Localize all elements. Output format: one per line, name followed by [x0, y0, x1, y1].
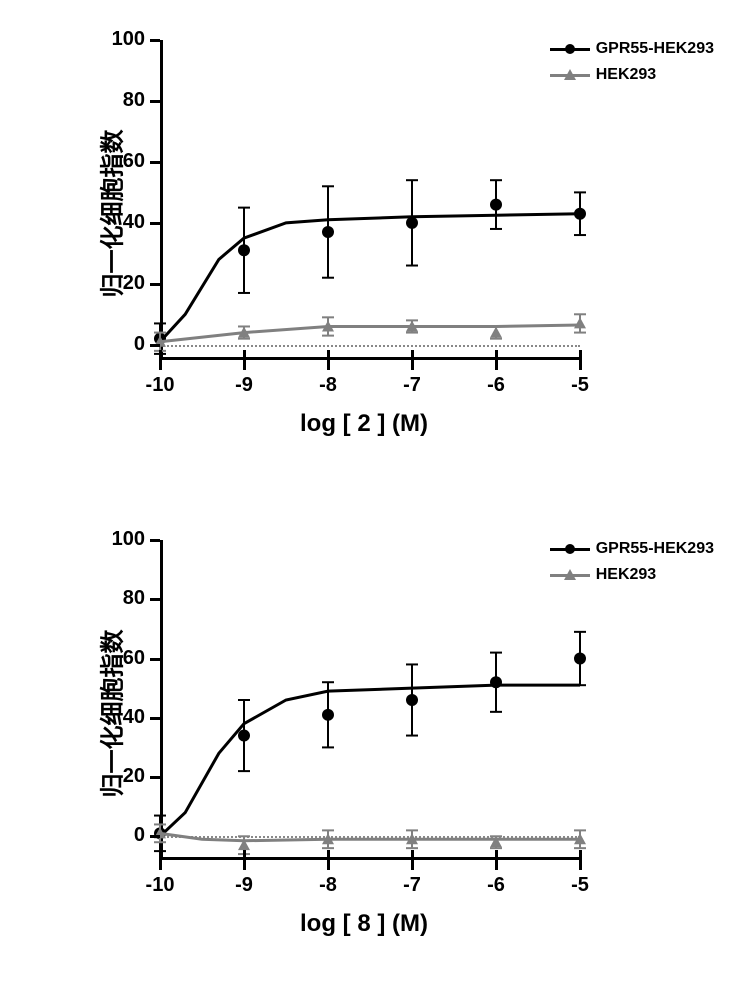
x-tick-up	[243, 350, 246, 360]
legend-label-2-bottom: HEK293	[596, 566, 656, 584]
x-tick-up	[159, 850, 162, 860]
legend-label-1-bottom: GPR55-HEK293	[596, 540, 714, 558]
x-tick-label: -9	[224, 374, 264, 397]
y-tick	[150, 39, 160, 42]
y-tick	[150, 100, 160, 103]
x-tick-up	[495, 850, 498, 860]
x-tick-label: -9	[224, 874, 264, 897]
y-tick	[150, 539, 160, 542]
page: 020406080100-10-9-8-7-6-5 归一化细胞指数 log [ …	[0, 0, 744, 1000]
x-tick-label: -5	[560, 374, 600, 397]
x-tick-up	[579, 350, 582, 360]
y-tick	[150, 283, 160, 286]
x-tick-label: -5	[560, 874, 600, 897]
y-tick	[150, 598, 160, 601]
y-tick	[150, 658, 160, 661]
y-tick	[150, 835, 160, 838]
x-tick	[579, 860, 582, 870]
y-tick-label: 100	[105, 28, 145, 51]
x-tick	[327, 860, 330, 870]
legend-item-1-top: GPR55-HEK293	[550, 40, 714, 58]
x-tick-up	[243, 850, 246, 860]
x-tick	[243, 860, 246, 870]
x-tick-label: -10	[140, 874, 180, 897]
x-tick	[495, 860, 498, 870]
plot-bottom: 020406080100-10-9-8-7-6-5	[160, 540, 580, 860]
legend-item-2-bottom: HEK293	[550, 566, 714, 584]
legend-bottom: GPR55-HEK293 HEK293	[550, 540, 714, 592]
y-tick	[150, 717, 160, 720]
x-tick-up	[327, 350, 330, 360]
x-tick	[411, 860, 414, 870]
x-tick	[159, 860, 162, 870]
panel-top: 020406080100-10-9-8-7-6-5 归一化细胞指数 log [ …	[20, 10, 724, 490]
x-axis-title-bottom: log [ 8 ] (M)	[300, 910, 428, 938]
x-tick-up	[411, 850, 414, 860]
triangle-marker-icon	[564, 69, 576, 80]
y-tick-label: 100	[105, 528, 145, 551]
legend-line-icon	[550, 574, 590, 577]
x-tick-up	[411, 350, 414, 360]
x-tick-label: -7	[392, 374, 432, 397]
legend-item-1-bottom: GPR55-HEK293	[550, 540, 714, 558]
y-tick	[150, 222, 160, 225]
legend-line-icon	[550, 48, 590, 51]
circle-marker-icon	[565, 544, 575, 554]
y-axis-title-top: 归一化细胞指数	[93, 98, 128, 298]
x-tick-up	[495, 350, 498, 360]
x-tick-label: -10	[140, 374, 180, 397]
y-tick-label: 0	[105, 333, 145, 356]
x-tick-label: -8	[308, 374, 348, 397]
x-tick-label: -6	[476, 374, 516, 397]
y-tick-label: 0	[105, 824, 145, 847]
legend-label-1-top: GPR55-HEK293	[596, 40, 714, 58]
x-axis-title-top: log [ 2 ] (M)	[300, 410, 428, 438]
y-tick	[150, 344, 160, 347]
circle-marker-icon	[565, 44, 575, 54]
x-tick	[243, 360, 246, 370]
legend-top: GPR55-HEK293 HEK293	[550, 40, 714, 92]
triangle-marker-icon	[564, 569, 576, 580]
x-tick-up	[327, 850, 330, 860]
x-tick-label: -6	[476, 874, 516, 897]
y-tick	[150, 776, 160, 779]
curves-bottom	[160, 540, 580, 860]
plot-top: 020406080100-10-9-8-7-6-5	[160, 40, 580, 360]
y-tick	[150, 161, 160, 164]
x-tick	[411, 360, 414, 370]
legend-item-2-top: HEK293	[550, 66, 714, 84]
y-axis-title-bottom: 归一化细胞指数	[93, 598, 128, 798]
x-tick-label: -7	[392, 874, 432, 897]
x-tick-up	[159, 350, 162, 360]
curves-top	[160, 40, 580, 360]
legend-line-icon	[550, 74, 590, 77]
legend-line-icon	[550, 548, 590, 551]
x-tick	[159, 360, 162, 370]
x-tick	[495, 360, 498, 370]
x-tick-label: -8	[308, 874, 348, 897]
legend-label-2-top: HEK293	[596, 66, 656, 84]
x-tick	[579, 360, 582, 370]
x-tick-up	[579, 850, 582, 860]
x-tick	[327, 360, 330, 370]
panel-bottom: 020406080100-10-9-8-7-6-5 归一化细胞指数 log [ …	[20, 510, 724, 990]
